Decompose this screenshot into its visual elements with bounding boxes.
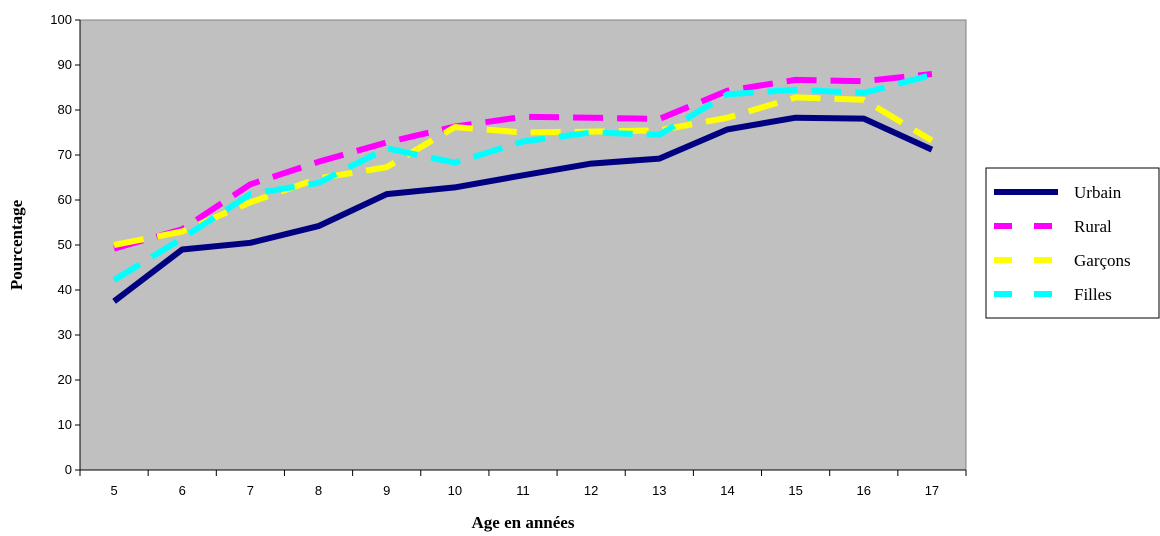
- x-tick-label: 17: [925, 483, 939, 498]
- x-tick-label: 9: [383, 483, 390, 498]
- x-tick-label: 14: [720, 483, 734, 498]
- x-tick-label: 8: [315, 483, 322, 498]
- y-tick-label: 70: [58, 147, 72, 162]
- y-tick-label: 30: [58, 327, 72, 342]
- x-tick-label: 10: [448, 483, 462, 498]
- legend-label: Garçons: [1074, 251, 1131, 270]
- legend-label: Filles: [1074, 285, 1112, 304]
- x-axis-title: Age en années: [472, 513, 575, 532]
- legend: Urbain Rural Garçons Filles: [985, 167, 1160, 319]
- y-tick-label: 60: [58, 192, 72, 207]
- x-tick-label: 16: [857, 483, 871, 498]
- x-tick-label: 15: [788, 483, 802, 498]
- series-line-filles: [112, 71, 933, 283]
- x-tick-label: 11: [516, 483, 530, 498]
- series-line-urbain: [112, 114, 934, 304]
- y-axis: 0 10 20 30 40 50 60 70 80 90 100: [50, 12, 81, 477]
- y-tick-label: 90: [58, 57, 72, 72]
- series-lines: [112, 71, 934, 304]
- series-line-rural: [113, 71, 933, 252]
- y-tick-label: 0: [65, 462, 72, 477]
- x-tick-label: 13: [652, 483, 666, 498]
- x-tick-label: 6: [179, 483, 186, 498]
- x-tick-label: 12: [584, 483, 598, 498]
- y-axis-title: Pourcentage: [7, 199, 26, 290]
- y-tick-label: 20: [58, 372, 72, 387]
- legend-label: Urbain: [1074, 183, 1122, 202]
- x-tick-label: 7: [247, 483, 254, 498]
- y-tick-label: 100: [50, 12, 72, 27]
- y-tick-label: 50: [58, 237, 72, 252]
- series-line-gar-ons: [113, 94, 934, 248]
- x-axis: 5 6 7 8 9 10 11 12 13 14 15 16 17: [79, 469, 967, 498]
- legend-label: Rural: [1074, 217, 1112, 236]
- y-tick-label: 10: [58, 417, 72, 432]
- y-tick-label: 80: [58, 102, 72, 117]
- y-tick-label: 40: [58, 282, 72, 297]
- x-tick-label: 5: [110, 483, 117, 498]
